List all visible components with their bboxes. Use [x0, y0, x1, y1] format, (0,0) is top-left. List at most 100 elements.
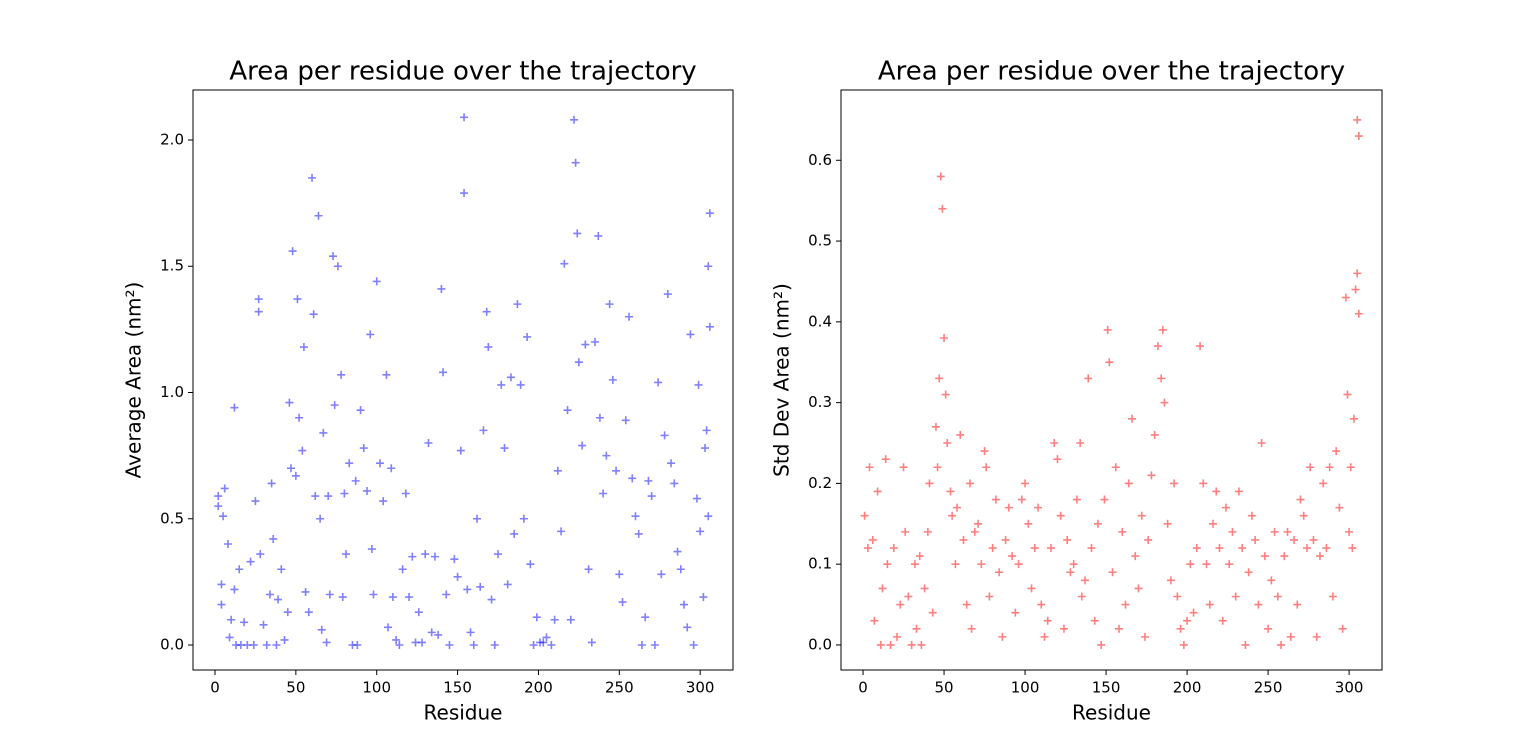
x-tick-label: 250	[605, 679, 634, 697]
point	[1008, 552, 1017, 561]
point	[1254, 600, 1263, 609]
point	[340, 489, 349, 498]
point	[1186, 560, 1195, 569]
point	[625, 312, 634, 321]
point	[299, 343, 308, 352]
point	[1072, 495, 1081, 504]
point	[925, 479, 934, 488]
point	[1353, 115, 1362, 124]
point	[654, 378, 663, 387]
point	[1345, 527, 1354, 536]
point	[574, 358, 583, 367]
point	[1084, 374, 1093, 383]
subplot: Area per residue over the trajectory Resi…	[770, 57, 1383, 725]
point	[1173, 592, 1182, 601]
point	[1283, 527, 1292, 536]
point	[395, 641, 404, 650]
point	[571, 158, 580, 167]
point	[935, 374, 944, 383]
point	[584, 565, 593, 574]
point	[1111, 463, 1120, 472]
y-tick-label: 0.2	[808, 474, 832, 492]
point	[251, 497, 260, 506]
point	[982, 463, 991, 472]
point	[970, 527, 979, 536]
point	[1128, 414, 1136, 423]
point	[940, 333, 949, 342]
point	[1090, 616, 1099, 625]
point	[322, 638, 331, 647]
point	[1215, 544, 1224, 553]
point	[1241, 640, 1250, 649]
y-tick-label: 0.5	[808, 232, 832, 250]
x-tick-label: 200	[1173, 679, 1202, 697]
point	[1183, 616, 1192, 625]
x-tick-label: 100	[362, 679, 391, 697]
point	[547, 641, 556, 650]
point	[345, 459, 354, 468]
point	[472, 514, 481, 523]
point	[529, 641, 538, 650]
point	[587, 638, 596, 647]
point	[660, 431, 669, 440]
point	[1273, 592, 1282, 601]
point	[408, 552, 417, 561]
point	[301, 587, 310, 596]
point	[689, 641, 698, 650]
point	[1166, 576, 1175, 585]
point	[1076, 439, 1085, 448]
point	[316, 514, 325, 523]
x-tick-label: 150	[443, 679, 472, 697]
point	[702, 426, 711, 435]
point	[1325, 463, 1334, 472]
point	[1346, 463, 1355, 472]
point	[291, 471, 300, 480]
point	[1319, 479, 1328, 488]
point	[557, 527, 566, 536]
point	[246, 557, 255, 566]
y-tick-label: 0.1	[808, 555, 832, 573]
x-tick-label: 250	[1254, 679, 1283, 697]
point	[938, 204, 947, 213]
subplot: Area per residue over the trajectory Resi…	[122, 57, 734, 725]
point	[923, 527, 932, 536]
point	[1244, 568, 1253, 577]
point	[1192, 544, 1201, 553]
point	[314, 211, 323, 220]
point	[497, 380, 506, 389]
x-tick-label: 0	[858, 679, 868, 697]
point	[460, 113, 469, 122]
point	[484, 343, 493, 352]
point	[463, 585, 472, 594]
point	[1100, 495, 1109, 504]
point	[421, 550, 430, 559]
point	[933, 463, 942, 472]
point	[1163, 519, 1172, 528]
point	[249, 641, 258, 650]
point	[542, 633, 551, 642]
point	[1179, 640, 1188, 649]
point	[998, 632, 1007, 641]
point	[663, 290, 672, 299]
point	[288, 247, 297, 256]
point	[1286, 632, 1295, 641]
point	[439, 368, 448, 377]
point	[1087, 544, 1096, 553]
point	[359, 444, 368, 453]
point	[1066, 568, 1075, 577]
point	[325, 590, 334, 599]
point	[1332, 447, 1341, 456]
point	[1225, 560, 1234, 569]
point	[956, 430, 965, 439]
point	[931, 422, 940, 431]
point	[1077, 592, 1086, 601]
point	[430, 552, 439, 561]
point	[219, 512, 228, 521]
point	[442, 590, 451, 599]
point	[631, 512, 640, 521]
point	[599, 489, 608, 498]
point	[1196, 342, 1205, 351]
x-tick-label: 0	[210, 679, 220, 697]
point	[450, 555, 459, 564]
